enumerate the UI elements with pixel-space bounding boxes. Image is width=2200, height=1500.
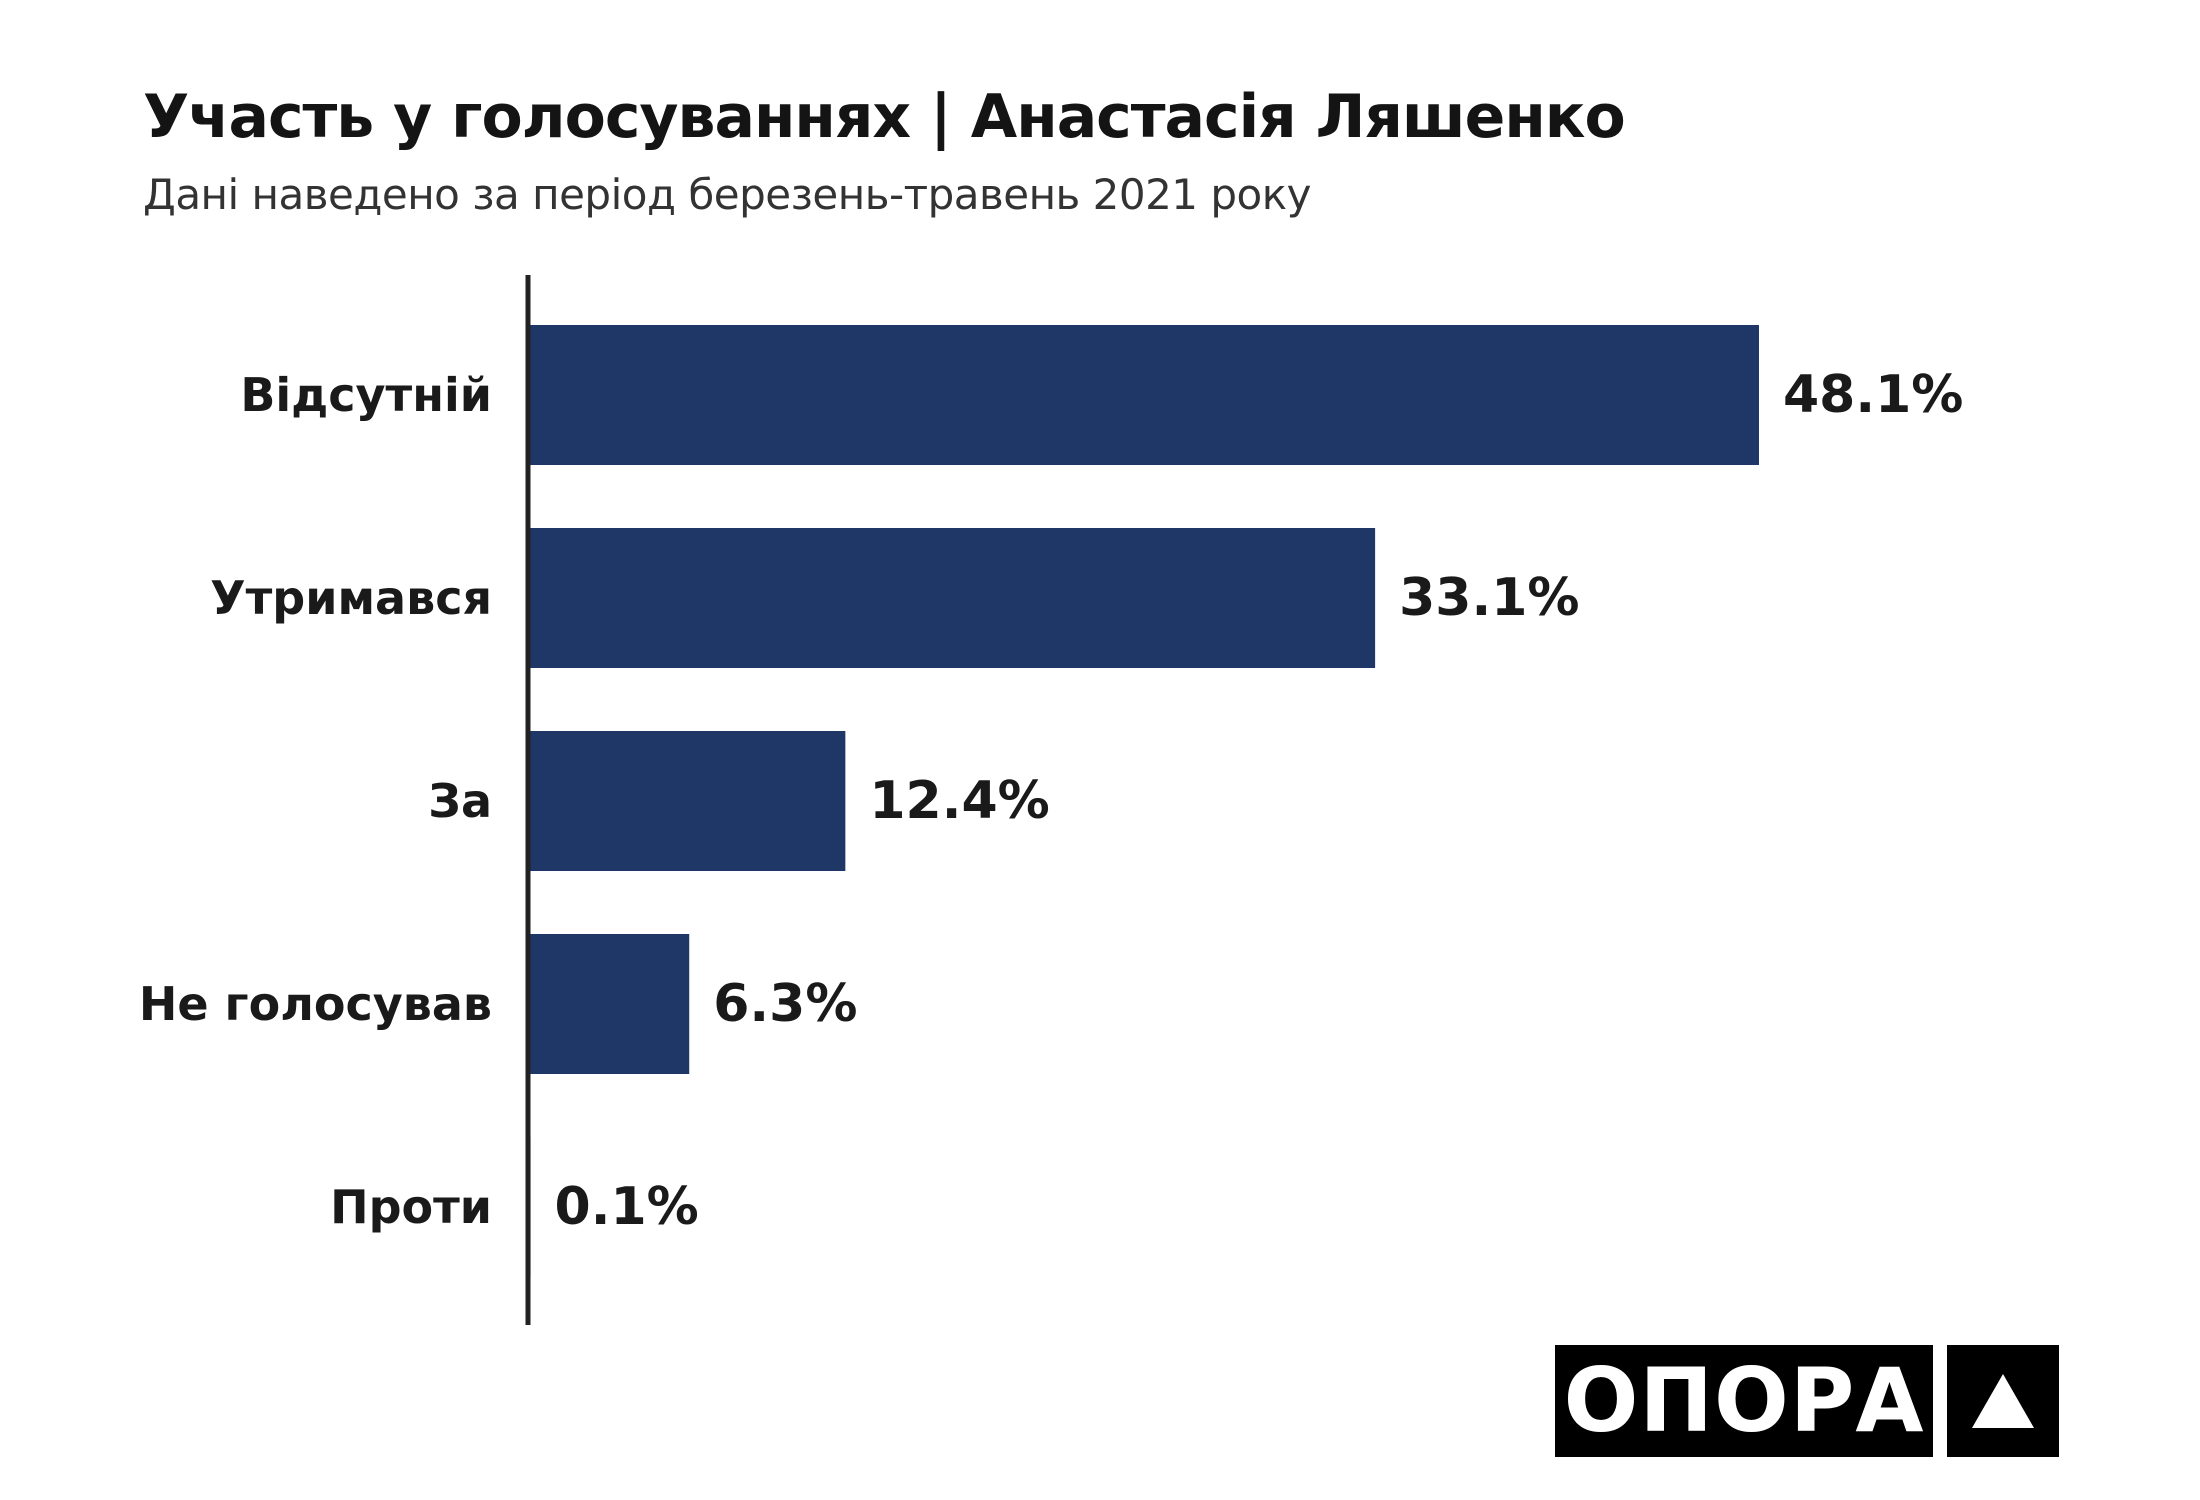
logo-wordmark: ОПОРА xyxy=(1555,1345,1933,1457)
category-label: Відсутній xyxy=(240,368,492,422)
category-label: Проти xyxy=(330,1180,492,1234)
value-label: 48.1% xyxy=(1783,365,1963,425)
bar-3 xyxy=(528,731,846,871)
triangle-icon xyxy=(1947,1345,2059,1457)
bar-1 xyxy=(528,325,1759,465)
category-label: Утримався xyxy=(210,571,492,625)
value-label: 33.1% xyxy=(1399,568,1579,628)
value-label: 0.1% xyxy=(555,1177,699,1237)
bar-2 xyxy=(528,528,1376,668)
category-label: Не голосував xyxy=(139,977,492,1031)
category-label: За xyxy=(428,774,492,828)
value-label: 12.4% xyxy=(869,771,1049,831)
value-label: 6.3% xyxy=(713,974,857,1034)
bar-4 xyxy=(528,934,690,1074)
chart-subtitle: Дані наведено за період березень-травень… xyxy=(143,170,1311,219)
chart-title: Участь у голосуваннях | Анастасія Ляшенк… xyxy=(143,82,1626,152)
opora-logo: ОПОРА xyxy=(1555,1345,2059,1457)
